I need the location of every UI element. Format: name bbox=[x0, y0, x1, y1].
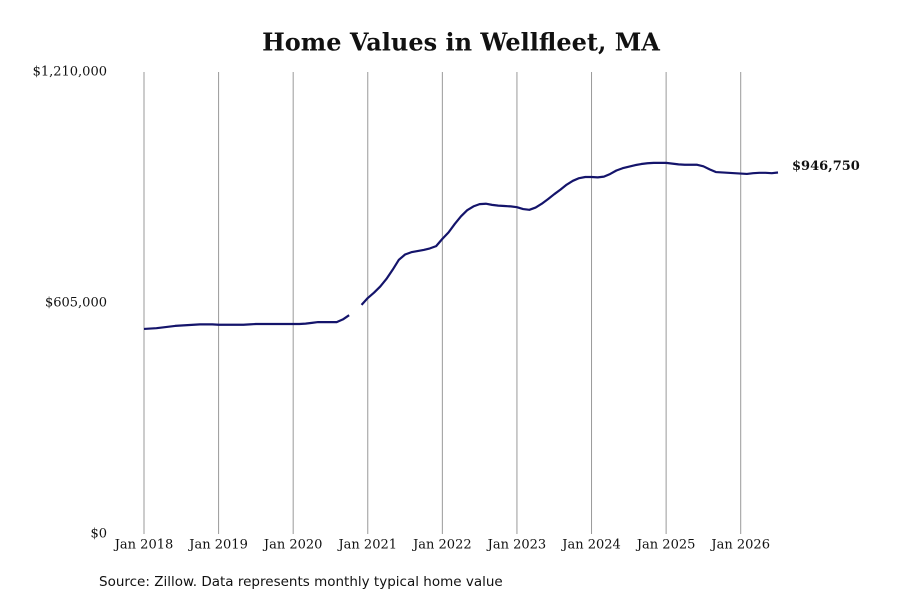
x-tick-label: Jan 2019 bbox=[187, 538, 248, 553]
x-tick-label: Jan 2018 bbox=[113, 538, 174, 553]
x-tick-label: Jan 2023 bbox=[486, 538, 547, 553]
chart-title: Home Values in Wellfleet, MA bbox=[262, 28, 660, 57]
source-note: Source: Zillow. Data represents monthly … bbox=[99, 574, 503, 590]
y-tick-label: $605,000 bbox=[45, 296, 107, 311]
x-tick-label: Jan 2020 bbox=[262, 538, 323, 553]
y-tick-label: $1,210,000 bbox=[33, 65, 107, 80]
y-tick-label: $0 bbox=[90, 527, 107, 542]
x-tick-label: Jan 2024 bbox=[560, 538, 621, 553]
x-tick-label: Jan 2022 bbox=[411, 538, 472, 553]
x-tick-label: Jan 2026 bbox=[709, 538, 770, 553]
value-label: $946,750 bbox=[792, 159, 860, 174]
line-series bbox=[143, 161, 779, 331]
x-tick-label: Jan 2025 bbox=[635, 538, 696, 553]
x-tick-label: Jan 2021 bbox=[336, 538, 397, 553]
